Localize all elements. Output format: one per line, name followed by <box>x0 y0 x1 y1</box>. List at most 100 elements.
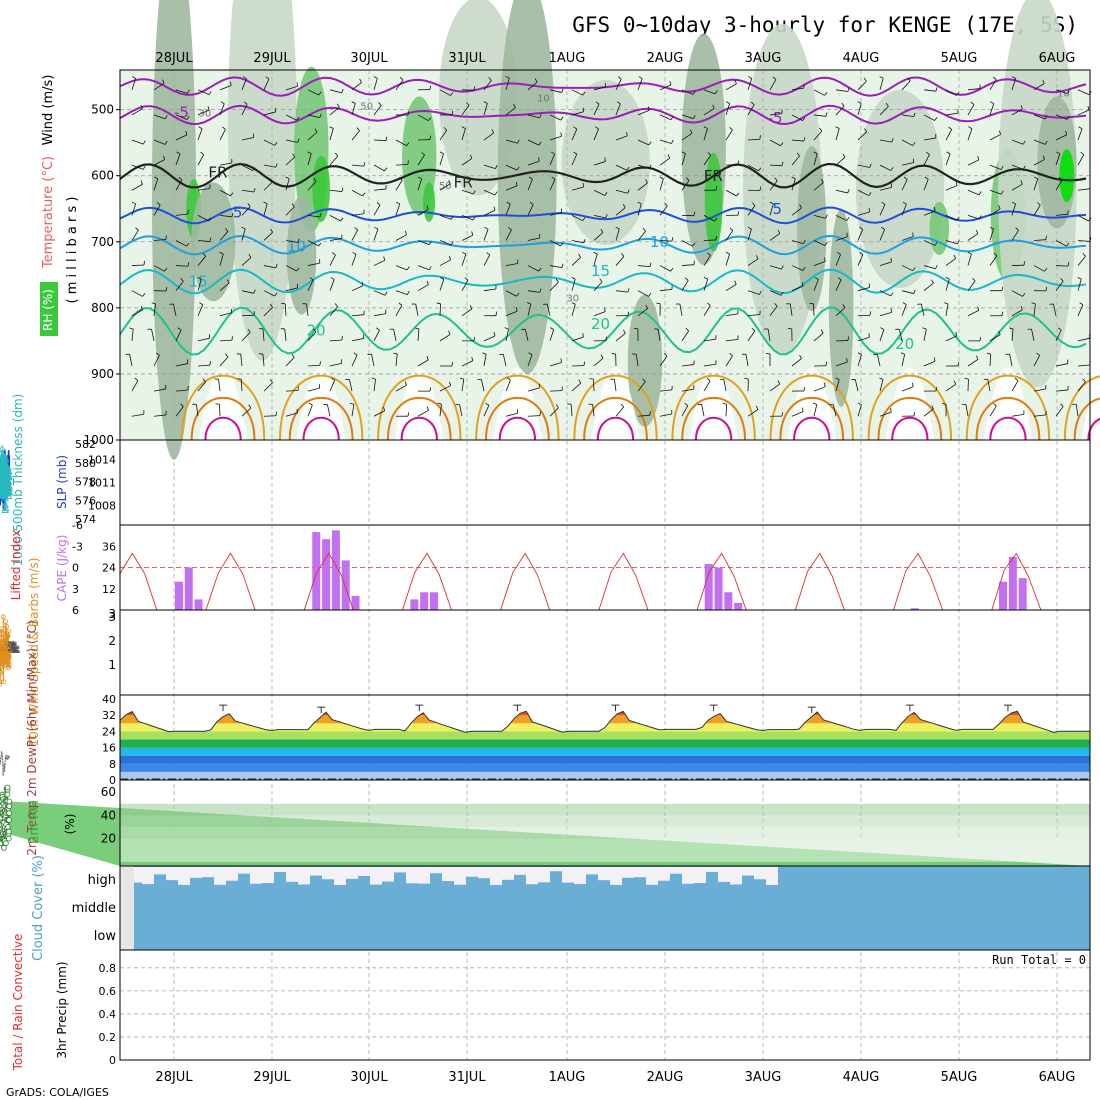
wind-barb <box>291 353 295 358</box>
wind-barb <box>153 139 166 145</box>
wind-barb <box>813 130 823 141</box>
wind-barb <box>1033 303 1036 316</box>
wind-barb <box>505 290 517 297</box>
wind-barb <box>725 404 728 417</box>
rh-humid-area <box>704 152 723 252</box>
wind-barb <box>648 141 652 146</box>
wind-barb <box>578 253 582 258</box>
wind-barb <box>307 131 318 141</box>
rh-humid-area <box>797 145 827 312</box>
temp-band <box>120 715 1090 724</box>
contour-label: 5 <box>772 200 782 218</box>
wind-barb <box>440 277 444 280</box>
wind10-marker <box>3 662 9 668</box>
wind-barb <box>703 380 711 392</box>
wind-barb <box>332 252 336 256</box>
wind-barb <box>847 336 849 341</box>
wind-barb <box>903 176 908 180</box>
y-tick-label: 600 <box>91 169 114 183</box>
wind-barb <box>396 201 400 205</box>
wind-barb <box>813 214 826 219</box>
wind-barb <box>1033 265 1045 272</box>
wind-barb <box>219 231 229 241</box>
wind-barb <box>703 155 712 166</box>
wind-barb <box>967 359 979 367</box>
wind-barb <box>967 88 980 91</box>
wind-barb <box>399 177 403 181</box>
wind-barb <box>383 256 386 261</box>
wind-barb <box>186 116 190 120</box>
wind-barb <box>153 414 166 417</box>
wind-barb <box>373 204 381 216</box>
cloud-clear <box>766 867 778 885</box>
wind10-marker <box>0 672 3 677</box>
wind-barb <box>671 139 674 144</box>
wind-barb <box>791 178 796 191</box>
wind-barb <box>505 107 516 116</box>
x-tick-label-top: 4AUG <box>843 51 880 66</box>
wind-barb <box>284 328 287 341</box>
wind-barb <box>659 139 672 144</box>
wind-barb <box>670 116 674 120</box>
wind-barb <box>269 178 273 182</box>
wind-barb <box>659 205 668 216</box>
wind-barb <box>945 112 958 116</box>
wind-barb <box>703 215 715 222</box>
wind-barb <box>527 178 533 191</box>
contour-label: 10 <box>287 238 306 256</box>
thickness-marker <box>5 472 13 479</box>
wind-barb <box>946 151 951 155</box>
wind-barb <box>1011 230 1019 241</box>
wind-barb <box>285 139 298 143</box>
wind-barb <box>714 217 718 222</box>
wind-barb <box>483 335 496 342</box>
cloud-clear <box>406 867 418 884</box>
wind-barb <box>180 403 184 407</box>
wind-barb <box>140 104 143 109</box>
cloud-clear <box>466 867 478 877</box>
wind-barb <box>701 404 705 417</box>
wind-barb <box>864 128 868 132</box>
wind-barb <box>241 257 252 266</box>
wind-barb <box>729 227 734 231</box>
wind-barb <box>923 154 930 166</box>
wind-barb <box>1001 286 1004 291</box>
y-tick-label: 0.8 <box>99 962 117 975</box>
wind-barb <box>791 155 800 166</box>
wind-barb <box>263 164 276 168</box>
wind-barb <box>920 303 925 316</box>
wind-barb <box>791 207 802 216</box>
wind10-marker <box>3 640 9 646</box>
wind-barb <box>513 103 516 108</box>
wind-barb <box>527 237 540 241</box>
wind-barb <box>923 329 927 341</box>
wind-barb <box>857 402 862 406</box>
y-tick-label: 3 <box>108 607 116 621</box>
wind-barb <box>175 389 188 392</box>
temperature-contour <box>386 396 452 441</box>
wind-barb <box>835 214 847 221</box>
cape-bar <box>704 563 713 610</box>
wind-barb <box>890 292 894 297</box>
wind-barb <box>684 277 689 281</box>
cloud-clear <box>694 867 706 883</box>
wind-barb <box>842 153 846 158</box>
wind-barb <box>226 279 230 284</box>
wind-barb <box>593 189 605 196</box>
wind-barb <box>156 202 161 206</box>
wind-barb <box>527 290 540 293</box>
temp-ylabel: 2m Temp 2m DewPt (6hr Min/Max) (°C) <box>25 620 39 855</box>
rh-humid-area <box>855 89 945 289</box>
wind-barb <box>835 126 840 129</box>
wind-barb <box>707 252 711 256</box>
wind-barb <box>657 328 661 341</box>
wind-barb <box>151 302 156 305</box>
wind-barb <box>681 153 686 166</box>
temperature-contour <box>867 374 953 441</box>
wind-barb <box>945 129 953 141</box>
wind-barb <box>1033 239 1047 241</box>
wind-barb <box>197 277 202 280</box>
cloud-level-label: low <box>94 929 117 944</box>
wind-barb <box>734 79 737 84</box>
wind-barb <box>901 386 914 392</box>
